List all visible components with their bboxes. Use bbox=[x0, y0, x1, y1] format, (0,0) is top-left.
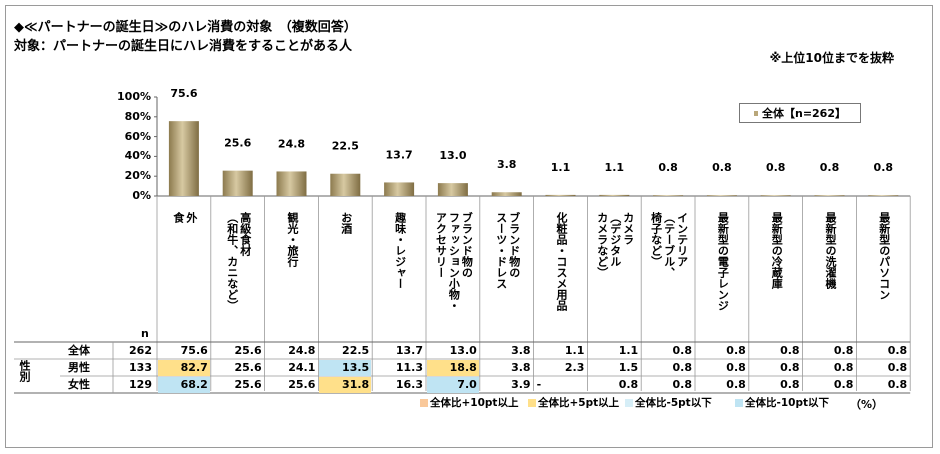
table-cell: 75.6 bbox=[180, 344, 208, 357]
category-label: 最新型の冷蔵庫 bbox=[770, 212, 784, 289]
table-cell: 0.8 bbox=[618, 378, 639, 391]
key-label: 全体比+5pt以上 bbox=[538, 397, 620, 409]
category-label: スーツ・ドレス bbox=[494, 212, 508, 289]
table-cell: 25.6 bbox=[234, 344, 262, 357]
category-label: アクセサリー bbox=[434, 212, 448, 278]
table-cell: 0.8 bbox=[833, 378, 854, 391]
table-cell: 25.6 bbox=[234, 361, 262, 374]
key-swatch bbox=[735, 398, 743, 407]
table-cell: 13.7 bbox=[395, 344, 423, 357]
figure-frame bbox=[5, 5, 933, 448]
table-cell: 2.3 bbox=[564, 361, 585, 374]
table-n-cell: 262 bbox=[129, 344, 152, 357]
key-item: 全体比+10pt以上 bbox=[420, 395, 518, 410]
table-cell: 3.8 bbox=[511, 344, 531, 357]
category-label: 食 bbox=[171, 212, 185, 223]
chart-subtitle: 対象：パートナーの誕生日にハレ消費をすることがある人 bbox=[14, 39, 353, 54]
table-cell: 22.5 bbox=[342, 344, 370, 357]
table-cell: 0.8 bbox=[726, 344, 746, 357]
table-cell: 1.1 bbox=[564, 344, 585, 357]
table-cell: 25.6 bbox=[234, 378, 262, 391]
key-swatch bbox=[420, 398, 428, 407]
category-label: 最新型の洗濯機 bbox=[824, 212, 837, 289]
unit-label: （%） bbox=[850, 398, 884, 411]
table-cell: 31.8 bbox=[319, 377, 372, 393]
table-cell: 7.0 bbox=[427, 377, 479, 393]
top10-note: ※上位10位までを抜粋 bbox=[769, 51, 894, 65]
table-cell: 0.8 bbox=[672, 378, 692, 391]
y-tick-label: 0% bbox=[132, 189, 151, 202]
category-label: 最新型の電子レンジ bbox=[716, 212, 730, 311]
table-cell: 18.8 bbox=[427, 360, 479, 376]
key-label: 全体比-5pt以下 bbox=[635, 397, 712, 409]
key-swatch bbox=[528, 398, 536, 407]
category-label: カメラなど） bbox=[595, 212, 609, 278]
table-cell: 13.0 bbox=[449, 344, 477, 357]
key-label: 全体比-10pt以下 bbox=[745, 397, 830, 409]
table-cell: 13.5 bbox=[319, 360, 372, 376]
table-n-cell: 133 bbox=[129, 361, 152, 374]
table-cell: - bbox=[536, 378, 542, 391]
category-label: 趣味・レジャー bbox=[393, 212, 407, 289]
table-cell: 0.8 bbox=[780, 361, 800, 374]
table-cell: 0.8 bbox=[726, 361, 746, 374]
category-label: 高級食材 bbox=[238, 212, 252, 256]
legend: 全体【n=262】 bbox=[739, 103, 861, 123]
key-label: 全体比+10pt以上 bbox=[430, 397, 519, 409]
category-label: 外 bbox=[184, 212, 198, 223]
category-label: インテリア bbox=[675, 212, 689, 267]
category-label: 化粧品・コスメ用品 bbox=[555, 212, 568, 311]
chart-title: ◆≪パートナーの誕生日≫のハレ消費の対象 （複数回答） bbox=[14, 20, 357, 35]
table-cell: 0.8 bbox=[887, 344, 908, 357]
n-header: n bbox=[141, 327, 149, 340]
category-label: （デジタル bbox=[608, 212, 622, 267]
table-row-label: 全体 bbox=[68, 344, 90, 357]
table-cell: 0.8 bbox=[833, 344, 854, 357]
y-tick-label: 80% bbox=[124, 109, 151, 123]
table-cell: 24.1 bbox=[288, 361, 316, 374]
table-cell: 82.7 bbox=[158, 360, 210, 376]
y-tick-label: 100% bbox=[117, 90, 151, 103]
table-cell: 3.8 bbox=[511, 361, 531, 374]
table-cell: 0.8 bbox=[887, 378, 908, 391]
table-cell: 16.3 bbox=[395, 378, 423, 391]
table-n-cell: 129 bbox=[129, 378, 152, 391]
category-label: ブランド物の bbox=[460, 212, 474, 278]
table-row-label: 男性 bbox=[68, 361, 90, 374]
table-cell: 0.8 bbox=[780, 344, 800, 357]
y-tick-label: 60% bbox=[124, 129, 151, 143]
category-label: 椅子など） bbox=[649, 212, 663, 267]
category-label: カメラ bbox=[621, 212, 635, 245]
table-cell: 25.6 bbox=[288, 378, 316, 391]
category-label: （和牛、カニなど） bbox=[225, 212, 239, 311]
table-cell: 0.8 bbox=[672, 344, 692, 357]
table-cell: 1.5 bbox=[618, 361, 639, 374]
category-label: 観光・旅行 bbox=[286, 212, 299, 267]
table-cell: 0.8 bbox=[833, 361, 854, 374]
y-tick-label: 20% bbox=[124, 169, 151, 183]
table-cell: 0.8 bbox=[887, 361, 908, 374]
legend-swatch bbox=[753, 110, 758, 116]
key-item: 全体比-10pt以下 bbox=[735, 395, 829, 410]
table-cell: 0.8 bbox=[726, 378, 746, 391]
key-item: 全体比+5pt以上 bbox=[528, 395, 619, 410]
table-cell: 0.8 bbox=[672, 361, 692, 374]
category-label: ブランド物の bbox=[507, 212, 521, 278]
category-label: お酒 bbox=[339, 212, 353, 234]
key-swatch bbox=[625, 398, 633, 407]
category-label: ファッション小物・ bbox=[447, 212, 461, 311]
table-cell: 24.8 bbox=[288, 344, 316, 357]
group-label-gender: 性別 bbox=[18, 360, 31, 382]
table-cell: 0.8 bbox=[780, 378, 800, 391]
table-cell: 3.9 bbox=[511, 378, 531, 391]
category-label: （テーブル、 bbox=[662, 212, 676, 278]
legend-label: 全体【n=262】 bbox=[761, 107, 846, 120]
table-cell: 1.1 bbox=[618, 344, 639, 357]
key-item: 全体比-5pt以下 bbox=[625, 395, 712, 410]
table-cell: 11.3 bbox=[395, 361, 423, 374]
y-tick-label: 40% bbox=[124, 149, 151, 163]
table-cell: 68.2 bbox=[158, 377, 210, 393]
category-label: 最新型のパソコン bbox=[877, 212, 891, 300]
table-row-label: 女性 bbox=[68, 378, 90, 391]
